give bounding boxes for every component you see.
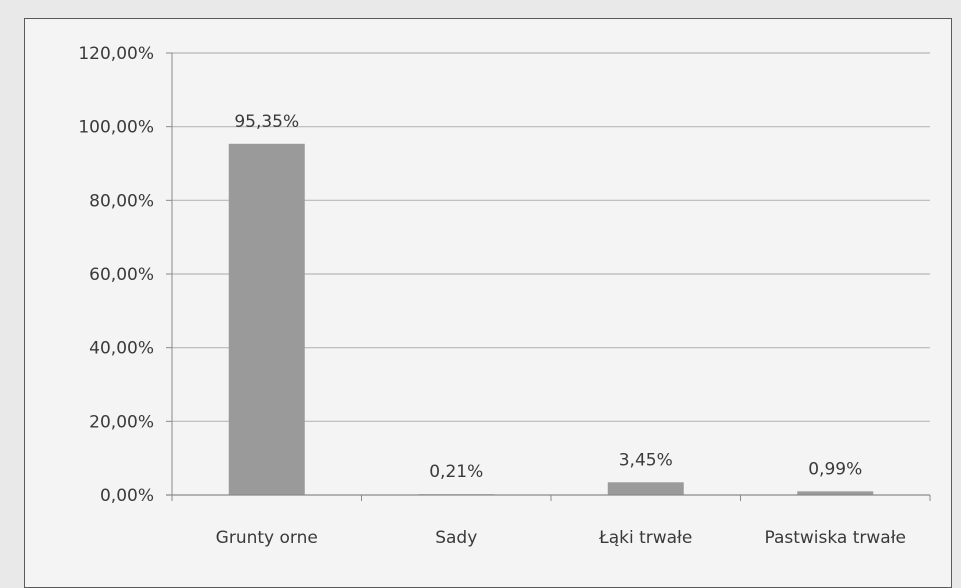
data-label: 0,99% [808,459,862,479]
bar [797,491,874,495]
y-axis-ticks: 0,00% 20,00% 40,00% 60,00% 80,00% 100,00% 120,… [78,44,172,506]
y-tick-label: 40,00% [89,339,154,359]
category-labels: Grunty orne Sady Łąki trwałe Pastwiska trwa… [216,528,906,548]
y-tick-label: 120,00% [78,44,154,64]
bar-chart: 0,00% 20,00% 40,00% 60,00% 80,00% 100,00% 120,… [78,44,931,548]
y-tick-label: 0,00% [100,486,154,506]
y-tick-label: 60,00% [89,265,154,285]
bar [607,482,684,495]
bars [228,143,874,496]
bar [228,143,305,495]
data-label: 0,21% [429,462,483,482]
category-label: Pastwiska trwałe [764,528,906,548]
y-tick-label: 100,00% [78,118,154,138]
y-tick-label: 80,00% [89,191,154,211]
category-label: Grunty orne [216,528,318,548]
data-labels: 95,35% 0,21% 3,45% 0,99% [234,112,862,482]
y-tick-label: 20,00% [89,412,154,432]
data-label: 95,35% [234,112,299,132]
x-axis [166,53,931,501]
category-label: Sady [435,528,477,548]
data-label: 3,45% [619,450,673,470]
category-label: Łąki trwałe [598,528,692,548]
